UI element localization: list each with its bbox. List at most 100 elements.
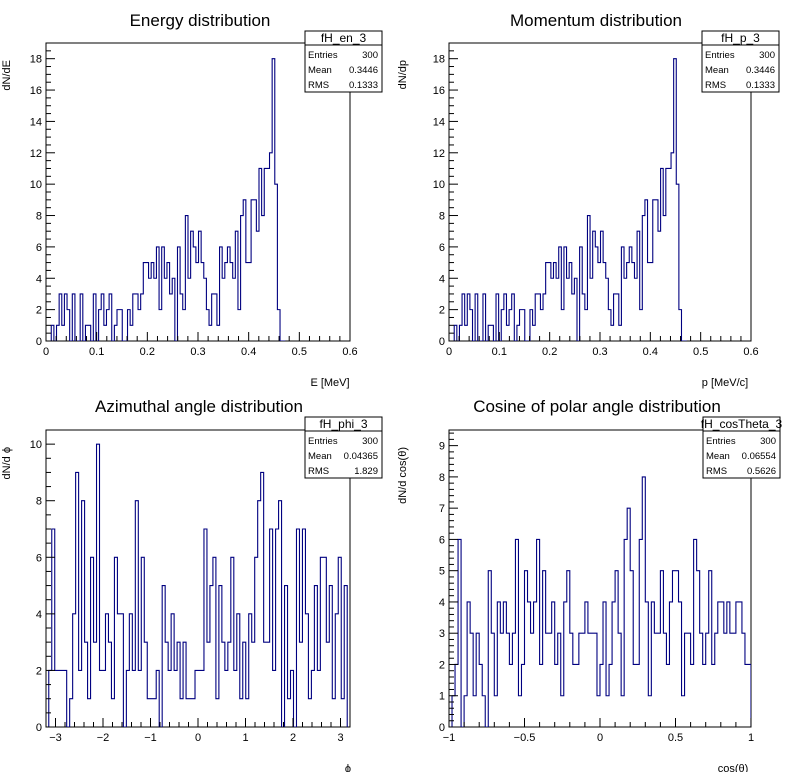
x-tick-label: 0.5 (693, 346, 708, 358)
stats-label: RMS (706, 466, 727, 477)
chart-title: Cosine of polar angle distribution (473, 397, 721, 416)
y-tick-label: 12 (30, 148, 42, 160)
y-tick-label: 16 (433, 85, 445, 97)
y-tick-label: 14 (30, 116, 42, 128)
histogram-series (449, 58, 687, 341)
x-tick-label: 0.5 (668, 732, 683, 744)
histogram-series (449, 476, 751, 727)
y-tick-label: 6 (36, 242, 42, 254)
y-axis-label: dN/d cos(θ) (397, 447, 409, 504)
y-tick-label: 2 (439, 305, 445, 317)
stats-label: Entries (706, 436, 736, 447)
x-tick-label: −3 (49, 732, 62, 744)
chart-title: Azimuthal angle distribution (95, 397, 303, 416)
y-tick-label: 9 (439, 441, 445, 453)
y-tick-label: 2 (439, 659, 445, 671)
stats-value: 0.04365 (344, 451, 378, 462)
x-tick-label: 0.2 (542, 346, 557, 358)
y-tick-label: 0 (36, 722, 42, 734)
stats-label: Mean (308, 65, 332, 76)
x-tick-label: 0.6 (342, 346, 357, 358)
y-tick-label: 10 (433, 179, 445, 191)
stats-box: fH_p_3 Entries 300 Mean 0.3446 RMS 0.1333 (701, 30, 780, 93)
stats-label: Mean (308, 451, 332, 462)
histogram-series (48, 443, 348, 727)
stats-label: Mean (706, 451, 730, 462)
stats-label: RMS (308, 466, 329, 477)
histogram-panel-1: 0 0.1 0.2 0.3 0.4 0.5 0.6 0 2 4 6 8 10 12 14 16 18 Energy… (1, 11, 383, 389)
x-tick-label: 0.3 (592, 346, 607, 358)
histogram-panel-3: −3 −2 −1 0 1 2 3 0 2 4 6 8 10 Azimuthal angle distrib… (1, 397, 383, 772)
y-tick-label: 8 (36, 496, 42, 508)
stats-label: Entries (308, 436, 338, 447)
stats-name: fH_p_3 (721, 31, 760, 45)
plot-frame (45, 42, 351, 342)
y-axis-label: dN/dE (1, 60, 13, 91)
x-tick-label: −0.5 (514, 732, 536, 744)
y-tick-label: 18 (30, 54, 42, 66)
y-axis-label: dN/d ϕ (1, 447, 13, 479)
stats-label: Entries (705, 50, 735, 61)
stats-value: 0.3446 (349, 65, 378, 76)
y-tick-label: 8 (439, 211, 445, 223)
y-tick-label: 14 (433, 116, 445, 128)
stats-label: Entries (308, 50, 338, 61)
stats-value: 1.829 (354, 466, 378, 477)
plot-frame (45, 429, 351, 728)
stats-box: fH_phi_3 Entries 300 Mean 0.04365 RMS 1.829 (304, 416, 383, 479)
y-tick-label: 8 (36, 211, 42, 223)
y-tick-label: 7 (439, 503, 445, 515)
x-tick-label: 0.1 (89, 346, 104, 358)
x-tick-label: 0 (597, 732, 603, 744)
x-tick-label: 1 (242, 732, 248, 744)
x-tick-label: 0.4 (643, 346, 658, 358)
y-tick-label: 4 (36, 273, 42, 285)
stats-label: RMS (705, 80, 726, 91)
stats-value: 0.1333 (349, 80, 378, 91)
y-tick-label: 16 (30, 85, 42, 97)
histogram-panel-4: −1 −0.5 0 0.5 1 0 1 2 3 4 5 6 7 8 9 Cosine of polar ang… (397, 397, 783, 772)
y-tick-label: 4 (439, 273, 445, 285)
x-tick-label: −2 (97, 732, 110, 744)
x-tick-label: 1 (748, 732, 754, 744)
x-axis-label: cos(θ) (718, 763, 749, 772)
stats-value: 0.5626 (747, 466, 776, 477)
stats-value: 300 (759, 50, 775, 61)
histogram-panel-2: 0 0.1 0.2 0.3 0.4 0.5 0.6 0 2 4 6 8 10 12 14 16 18 Moment… (397, 11, 780, 389)
histogram-series (46, 58, 286, 341)
y-tick-label: 2 (36, 665, 42, 677)
y-axis-label: dN/dp (397, 60, 409, 89)
x-tick-label: −1 (144, 732, 157, 744)
y-tick-label: 6 (439, 242, 445, 254)
x-tick-label: 0.5 (292, 346, 307, 358)
x-tick-label: 0.3 (190, 346, 205, 358)
y-tick-label: 10 (30, 439, 42, 451)
stats-value: 0.06554 (742, 451, 776, 462)
chart-title: Momentum distribution (510, 11, 682, 30)
y-tick-label: 0 (439, 336, 445, 348)
stats-name: fH_cosTheta_3 (701, 417, 783, 431)
chart-title: Energy distribution (130, 11, 271, 30)
x-axis-label: ϕ (345, 763, 351, 772)
stats-name: fH_phi_3 (319, 417, 367, 431)
y-tick-label: 6 (36, 552, 42, 564)
stats-box: fH_en_3 Entries 300 Mean 0.3446 RMS 0.1333 (304, 30, 383, 93)
stats-value: 0.1333 (746, 80, 775, 91)
x-tick-label: 3 (337, 732, 343, 744)
y-tick-label: 1 (439, 691, 445, 703)
y-tick-label: 2 (36, 305, 42, 317)
y-tick-label: 4 (36, 609, 42, 621)
stats-value: 0.3446 (746, 65, 775, 76)
stats-box: fH_cosTheta_3 Entries 300 Mean 0.06554 RMS 0.5… (701, 416, 783, 479)
y-tick-label: 18 (433, 54, 445, 66)
x-tick-label: 0.4 (241, 346, 256, 358)
y-tick-label: 8 (439, 472, 445, 484)
y-tick-label: 12 (433, 148, 445, 160)
x-tick-label: 2 (290, 732, 296, 744)
stats-value: 300 (760, 436, 776, 447)
y-tick-label: 4 (439, 597, 445, 609)
x-tick-label: 0 (195, 732, 201, 744)
y-tick-label: 0 (439, 722, 445, 734)
y-tick-label: 10 (30, 179, 42, 191)
stats-value: 300 (362, 50, 378, 61)
